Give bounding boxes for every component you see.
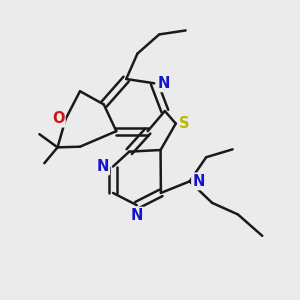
- Text: N: N: [157, 76, 170, 91]
- Text: S: S: [179, 116, 189, 131]
- Text: N: N: [130, 208, 143, 223]
- Text: O: O: [52, 111, 64, 126]
- Text: N: N: [193, 174, 205, 189]
- Text: N: N: [96, 159, 109, 174]
